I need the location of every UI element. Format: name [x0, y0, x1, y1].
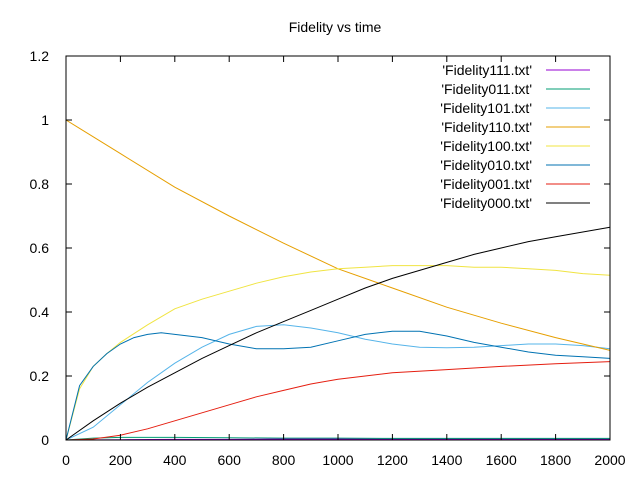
x-tick-label: 800 [272, 452, 296, 468]
y-axis: 0 0.2 0.4 0.6 0.8 1 1.2 [30, 48, 610, 448]
series-line-7 [65, 226, 611, 441]
legend-label: 'Fidelity010.txt' [440, 157, 532, 173]
legend-label: 'Fidelity110.txt' [441, 119, 532, 135]
y-tick-label: 0.6 [30, 240, 50, 256]
y-tick-label: 1.2 [30, 48, 50, 64]
legend-label: 'Fidelity101.txt' [440, 100, 532, 116]
legend-label: 'Fidelity011.txt' [441, 81, 532, 97]
x-tick-label: 1400 [431, 452, 462, 468]
x-tick-label: 1200 [377, 452, 408, 468]
legend-label: 'Fidelity000.txt' [440, 195, 532, 211]
series-line-3 [65, 119, 611, 351]
x-tick-label: 0 [62, 452, 70, 468]
series-layer [65, 119, 611, 441]
x-tick-label: 200 [109, 452, 133, 468]
series-line-1 [65, 436, 610, 441]
x-tick-label: 1800 [540, 452, 571, 468]
legend-label: 'Fidelity111.txt' [442, 62, 532, 78]
series-line-2 [65, 324, 611, 441]
y-tick-label: 0.4 [30, 304, 50, 320]
series-line-4 [65, 265, 611, 441]
legend-label: 'Fidelity001.txt' [440, 176, 532, 192]
y-tick-label: 1 [41, 112, 49, 128]
legend: 'Fidelity111.txt' 'Fidelity011.txt' 'Fidel… [440, 62, 590, 211]
chart-title: Fidelity vs time [289, 19, 382, 35]
series-line-5 [65, 330, 611, 441]
x-tick-label: 1600 [486, 452, 517, 468]
series-line-6 [65, 361, 611, 441]
legend-label: 'Fidelity100.txt' [440, 138, 532, 154]
x-axis: 0 200 400 600 800 1000 1200 1400 1600 1800 2000 [62, 56, 626, 468]
y-tick-label: 0 [41, 432, 49, 448]
x-tick-label: 600 [218, 452, 242, 468]
x-tick-label: 400 [163, 452, 187, 468]
x-tick-label: 2000 [594, 452, 625, 468]
x-tick-label: 1000 [322, 452, 353, 468]
y-tick-label: 0.2 [30, 368, 50, 384]
y-tick-label: 0.8 [30, 176, 50, 192]
